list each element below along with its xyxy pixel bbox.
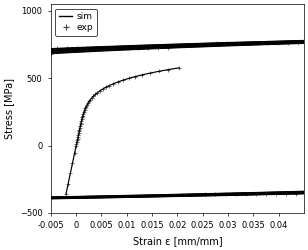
Legend: sim, exp: sim, exp	[55, 9, 97, 36]
Y-axis label: Stress [MPa]: Stress [MPa]	[4, 78, 14, 139]
X-axis label: Strain ε [mm/mm]: Strain ε [mm/mm]	[132, 236, 222, 246]
